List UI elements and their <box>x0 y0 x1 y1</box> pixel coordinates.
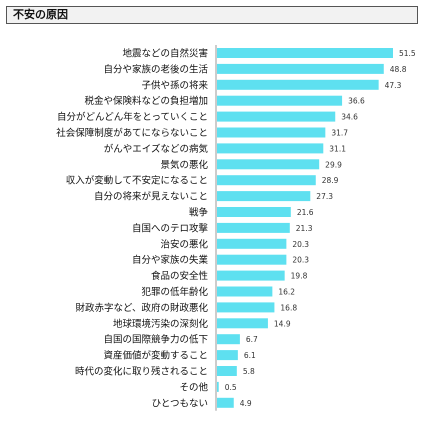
chart-title: 不安の原因 <box>6 6 418 24</box>
category-label: 治安の悪化 <box>160 238 208 250</box>
bar <box>217 286 273 297</box>
category-label: 自分や家族の失業 <box>132 254 209 266</box>
value-label: 51.5 <box>399 49 416 58</box>
bar <box>217 350 238 361</box>
bar <box>217 127 326 138</box>
category-label: 地震などの自然災害 <box>122 48 208 60</box>
value-label: 6.7 <box>246 335 258 344</box>
bar <box>217 159 320 170</box>
value-label: 47.3 <box>385 81 402 90</box>
bar <box>217 63 384 74</box>
category-label: 税金や保険料などの負担増加 <box>84 95 208 107</box>
value-label: 20.3 <box>292 240 309 249</box>
bar <box>217 381 219 392</box>
bar <box>217 95 343 106</box>
category-label: 地球環境汚染の深刻化 <box>113 318 209 330</box>
category-label: 自国へのテロ攻撃 <box>132 222 209 234</box>
bar <box>217 191 311 202</box>
value-label: 19.8 <box>291 272 308 281</box>
value-label: 16.2 <box>278 288 295 297</box>
bar <box>217 79 379 90</box>
category-label: 収入が変動して不安定になること <box>66 175 208 187</box>
value-label: 28.9 <box>322 176 339 185</box>
bar <box>217 366 237 376</box>
value-label: 4.9 <box>240 399 252 408</box>
category-label: 食品の安全性 <box>151 270 209 282</box>
bar <box>217 270 285 281</box>
value-label: 34.6 <box>341 113 358 122</box>
category-label: 財政赤字など、政府の財政悪化 <box>75 302 208 314</box>
category-label: 戦争 <box>189 207 209 219</box>
value-label: 27.3 <box>316 192 333 201</box>
bar <box>217 175 316 186</box>
bar <box>217 207 291 217</box>
bar <box>217 143 324 154</box>
value-label: 20.3 <box>292 256 309 265</box>
bar <box>217 48 393 58</box>
value-label: 48.8 <box>390 65 407 74</box>
value-label: 5.8 <box>243 367 255 376</box>
bar <box>217 302 275 313</box>
value-label: 31.7 <box>331 129 348 138</box>
bar <box>217 222 290 233</box>
value-label: 6.1 <box>244 351 256 360</box>
value-label: 29.9 <box>325 160 342 169</box>
value-label: 0.5 <box>225 383 237 392</box>
category-label: 自分がどんどん年をとっていくこと <box>57 111 208 123</box>
value-label: 14.9 <box>274 319 291 328</box>
category-label: 社会保障制度があてにならないこと <box>56 127 208 139</box>
value-label: 21.3 <box>296 224 313 233</box>
category-label: 子供や孫の将来 <box>141 79 208 91</box>
category-label: 自分の将来が見えないこと <box>94 191 208 203</box>
bar <box>217 318 268 329</box>
bar <box>217 111 336 122</box>
value-label: 16.8 <box>280 303 297 312</box>
bar <box>217 238 287 249</box>
value-label: 31.1 <box>329 144 346 153</box>
category-label: その他 <box>179 381 208 393</box>
bar <box>217 334 240 345</box>
category-label: 資産価値が変動すること <box>103 350 208 362</box>
bar <box>217 254 287 265</box>
category-label: 景気の悪化 <box>160 159 208 171</box>
value-label: 21.6 <box>297 208 314 217</box>
category-label: がんやエイズなどの病気 <box>104 143 209 155</box>
category-label: ひとつもない <box>152 398 208 409</box>
value-label: 36.6 <box>348 97 365 106</box>
bar <box>217 397 234 408</box>
category-label: 犯罪の低年齢化 <box>141 286 208 298</box>
category-label: 自国の国際競争力の低下 <box>103 334 208 346</box>
category-label: 時代の変化に取り残されること <box>75 366 208 378</box>
category-label: 自分や家族の老後の生活 <box>103 63 208 75</box>
